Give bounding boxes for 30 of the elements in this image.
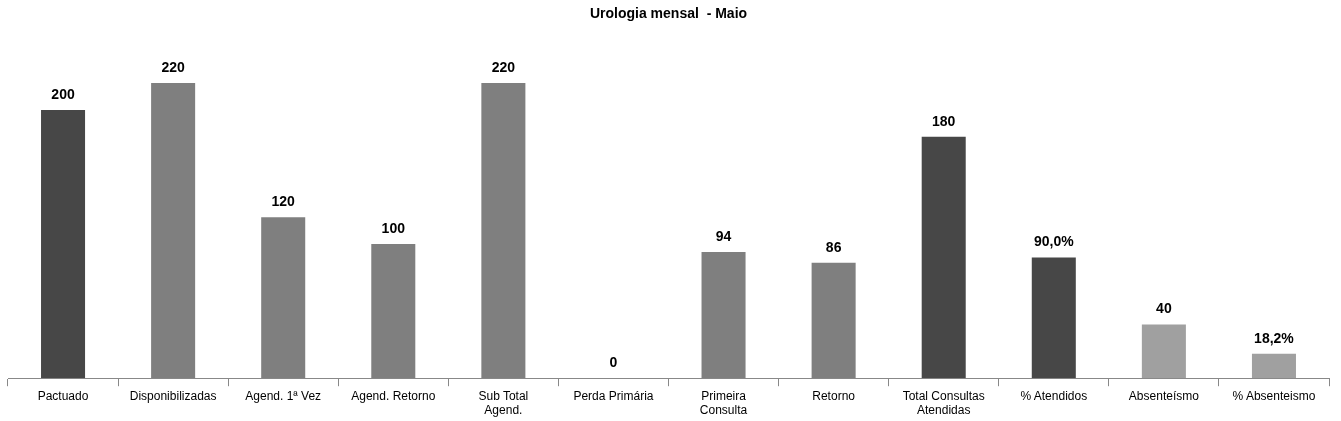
- x-tick-label: Primeira Consulta: [699, 388, 748, 418]
- data-label: 86: [825, 238, 842, 255]
- data-label: 200: [51, 85, 75, 102]
- bar: [41, 109, 86, 379]
- data-label: 94: [715, 227, 732, 244]
- x-tick-label: Sub Total Agend.: [478, 388, 529, 418]
- data-label: 40: [1156, 300, 1172, 317]
- data-label: 220: [161, 58, 186, 75]
- bar: [921, 136, 966, 379]
- data-label: 90,0%: [1033, 233, 1075, 250]
- x-tick-label: Absenteísmo: [1128, 388, 1200, 403]
- x-tick-label: Pactuado: [37, 388, 89, 403]
- x-tick-label: Retorno: [812, 388, 856, 403]
- bar: [1031, 257, 1076, 379]
- x-tick-label: % Atendidos: [1020, 388, 1088, 403]
- x-tick-label: Total Consultas Atendidas: [902, 388, 985, 418]
- data-label: 18,2%: [1254, 329, 1295, 346]
- data-label: 0: [609, 354, 618, 371]
- data-label: 120: [271, 193, 296, 210]
- data-label: 180: [932, 112, 956, 129]
- bar: [1141, 324, 1186, 379]
- x-tick-label: Perda Primária: [573, 388, 654, 403]
- x-tick-label: Agend. 1ª Vez: [245, 388, 322, 403]
- data-label: 220: [491, 58, 516, 75]
- x-tick-label: Agend. Retorno: [351, 388, 436, 403]
- data-label: 100: [381, 219, 406, 236]
- x-tick-label: Disponibilizadas: [129, 388, 217, 403]
- bar: [1251, 353, 1296, 379]
- chart-title: Urologia mensal - Maio: [589, 5, 748, 22]
- x-tick-label: % Absenteismo: [1232, 388, 1316, 403]
